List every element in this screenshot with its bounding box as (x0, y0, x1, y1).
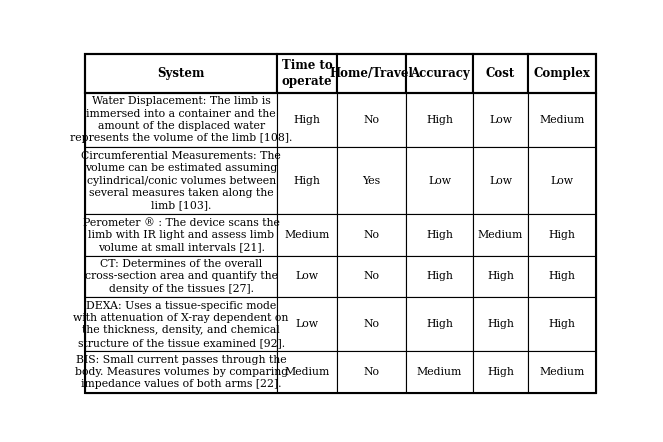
Bar (406, 297, 473, 351)
Bar (406, 147, 473, 214)
Text: Cost: Cost (486, 67, 515, 80)
Bar (337, 297, 406, 351)
Text: Circumferential Measurements: The
volume can be estimated assuming
cylindrical/c: Circumferential Measurements: The volume… (82, 151, 281, 210)
Text: High: High (426, 319, 453, 329)
Bar (473, 93, 528, 147)
Text: No: No (363, 115, 379, 125)
Text: No: No (363, 319, 379, 329)
Text: Medium: Medium (284, 230, 330, 240)
Bar (86, 255, 276, 297)
Bar (406, 255, 473, 297)
Bar (276, 214, 337, 255)
Bar (86, 54, 276, 93)
Text: Low: Low (489, 115, 512, 125)
Text: Time to
operate: Time to operate (282, 59, 332, 88)
Bar (276, 351, 337, 392)
Text: High: High (548, 230, 575, 240)
Text: High: High (548, 319, 575, 329)
Text: High: High (487, 319, 514, 329)
Text: Perometer ® : The device scans the
limb with IR light and assess limb
volume at : Perometer ® : The device scans the limb … (83, 217, 280, 252)
Text: Home/Travel: Home/Travel (330, 67, 413, 80)
Bar (86, 214, 276, 255)
Bar (473, 255, 528, 297)
Text: High: High (426, 230, 453, 240)
Text: Medium: Medium (417, 367, 462, 377)
Bar (528, 93, 595, 147)
Bar (86, 147, 276, 214)
Text: Low: Low (489, 175, 512, 186)
Text: Medium: Medium (478, 230, 523, 240)
Bar (528, 297, 595, 351)
Text: Complex: Complex (533, 67, 590, 80)
Bar (276, 297, 337, 351)
Bar (406, 54, 473, 93)
Bar (406, 93, 473, 147)
Text: High: High (487, 271, 514, 281)
Text: Medium: Medium (284, 367, 330, 377)
Text: No: No (363, 367, 379, 377)
Text: High: High (426, 271, 453, 281)
Bar (337, 147, 406, 214)
Bar (473, 351, 528, 392)
Bar (337, 54, 406, 93)
Text: No: No (363, 271, 379, 281)
Bar (528, 255, 595, 297)
Text: CT: Determines of the overall
cross-section area and quantify the
density of the: CT: Determines of the overall cross-sect… (85, 259, 278, 294)
Text: Medium: Medium (539, 115, 584, 125)
Text: High: High (294, 175, 320, 186)
Text: Accuracy: Accuracy (410, 67, 469, 80)
Bar (86, 93, 276, 147)
Bar (406, 214, 473, 255)
Text: Yes: Yes (363, 175, 381, 186)
Bar (86, 297, 276, 351)
Text: Low: Low (550, 175, 573, 186)
Bar (86, 351, 276, 392)
Text: Low: Low (428, 175, 451, 186)
Bar (276, 147, 337, 214)
Bar (337, 255, 406, 297)
Bar (473, 54, 528, 93)
Text: High: High (487, 367, 514, 377)
Bar (473, 297, 528, 351)
Text: Low: Low (296, 319, 318, 329)
Text: High: High (294, 115, 320, 125)
Text: System: System (157, 67, 205, 80)
Text: High: High (548, 271, 575, 281)
Bar (528, 214, 595, 255)
Text: DEXA: Uses a tissue-specific mode
with attenuation of X-ray dependent on
the thi: DEXA: Uses a tissue-specific mode with a… (74, 301, 289, 348)
Text: Low: Low (296, 271, 318, 281)
Bar (473, 147, 528, 214)
Text: No: No (363, 230, 379, 240)
Bar (406, 351, 473, 392)
Bar (528, 147, 595, 214)
Bar (528, 54, 595, 93)
Bar (473, 214, 528, 255)
Text: BIS: Small current passes through the
body. Measures volumes by comparing
impeda: BIS: Small current passes through the bo… (74, 354, 288, 389)
Text: High: High (426, 115, 453, 125)
Text: Water Displacement: The limb is
immersed into a container and the
amount of the : Water Displacement: The limb is immersed… (70, 96, 292, 144)
Bar (337, 214, 406, 255)
Bar (276, 93, 337, 147)
Bar (337, 93, 406, 147)
Bar (276, 255, 337, 297)
Text: Medium: Medium (539, 367, 584, 377)
Bar (337, 351, 406, 392)
Bar (528, 351, 595, 392)
Bar (276, 54, 337, 93)
